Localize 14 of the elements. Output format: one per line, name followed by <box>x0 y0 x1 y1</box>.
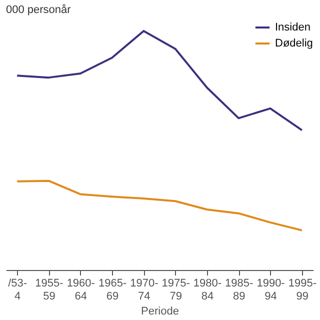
x-tick-label: 1970-74 <box>130 278 159 302</box>
x-tick-label: 1965-69 <box>98 278 127 302</box>
x-tick-label: 1990-94 <box>256 278 286 302</box>
x-tick-label: 1985-89 <box>225 278 254 302</box>
x-tick-label: /53-4 <box>8 278 28 302</box>
x-tick-label: 1980-84 <box>193 278 222 302</box>
chart-title: 000 personår <box>6 4 72 16</box>
x-tick-label: 1995-99 <box>288 278 317 302</box>
x-axis-title: Periode <box>141 306 179 318</box>
x-tick-label: 1955-59 <box>35 278 64 302</box>
legend-label: Dødelig <box>275 38 313 50</box>
legend-label: Insiden <box>275 22 310 34</box>
x-tick-label: 1960-64 <box>66 278 96 302</box>
x-tick-label: 1975-79 <box>162 278 190 302</box>
